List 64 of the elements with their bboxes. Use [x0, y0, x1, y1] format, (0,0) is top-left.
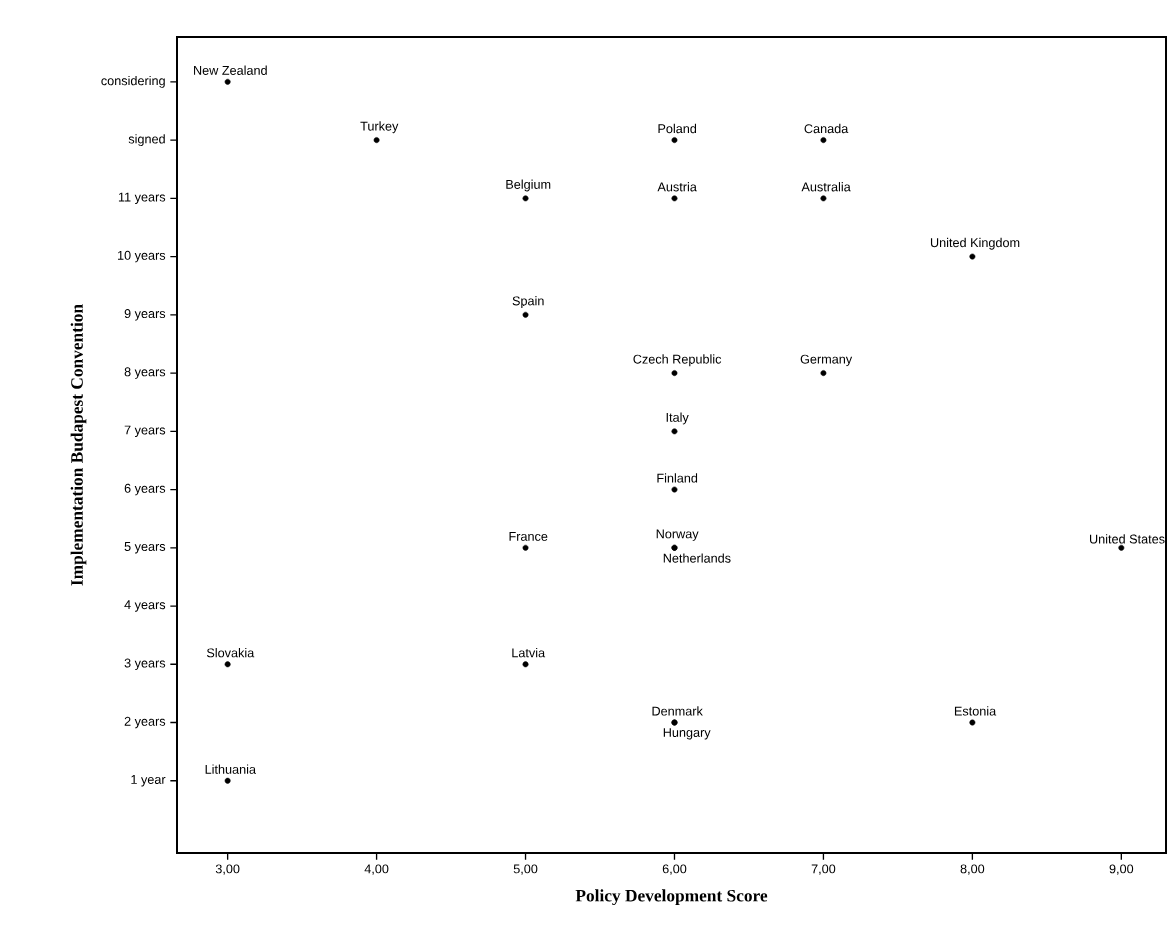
point: [1118, 544, 1125, 551]
annotation: Australia: [801, 182, 851, 192]
point: [522, 195, 529, 202]
x-tick-label: 4,00: [364, 864, 389, 875]
annotation: Estonia: [954, 706, 997, 716]
y-tick-label: 4 years: [124, 600, 166, 612]
point: [671, 486, 678, 493]
point: [522, 661, 529, 668]
point: [224, 78, 231, 85]
annotation: Lithuania: [205, 764, 257, 774]
annotation: Austria: [657, 182, 697, 192]
point: [373, 137, 380, 144]
x-tick-label: 9,00: [1109, 864, 1134, 875]
annotation: Italy: [666, 412, 689, 425]
point: [522, 311, 529, 318]
y-tick-label: 9 years: [124, 309, 166, 321]
y-tick-label: 3 years: [124, 658, 166, 671]
x-tick-label: 8,00: [960, 864, 985, 875]
annotation: Poland: [658, 123, 697, 134]
x-tick-label: 3,00: [215, 864, 240, 875]
point: [969, 719, 976, 726]
annotation: New Zealand: [194, 65, 267, 75]
point: [522, 544, 529, 551]
annotation: Latvia: [512, 648, 546, 658]
annotation: Norway: [656, 529, 699, 541]
annotation: France: [509, 532, 548, 541]
y-tick-label: 7 years: [124, 425, 166, 437]
y-tick-label: 6 years: [124, 483, 166, 496]
y-axis-title: Implementation Budapest Convention: [70, 304, 87, 586]
annotation: Netherlands: [663, 553, 731, 563]
annotation: Czech Republic: [633, 354, 722, 367]
point: [224, 661, 231, 668]
x-tick-label: 6,00: [662, 864, 687, 875]
annotation: Canada: [804, 123, 849, 134]
annotation: Germany: [800, 354, 853, 367]
y-tick-label: 5 years: [124, 542, 166, 554]
annotation: Turkey: [360, 121, 399, 134]
annotation: Hungary: [663, 728, 711, 740]
point: [820, 370, 827, 376]
point: [671, 370, 678, 376]
x-axis-title: Policy Development Score: [575, 889, 768, 906]
point: [820, 195, 827, 202]
point: [671, 428, 678, 435]
annotation: United States: [1090, 534, 1165, 544]
y-tick-label: 2 years: [124, 716, 166, 729]
point: [224, 777, 231, 784]
annotation: Slovakia: [206, 648, 255, 658]
y-tick-label: considering: [101, 75, 165, 88]
y-tick-label: 8 years: [124, 367, 166, 379]
annotation: Finland: [657, 473, 698, 483]
point: [820, 137, 827, 144]
x-tick-label: 7,00: [811, 864, 836, 875]
y-tick-label: signed: [128, 134, 165, 146]
point: [671, 137, 678, 144]
x-tick-label: 5,00: [513, 864, 538, 875]
annotation: Spain: [512, 296, 544, 308]
annotation: Denmark: [652, 706, 703, 716]
y-tick-label: 11 years: [118, 192, 166, 205]
y-tick-label: 10 years: [118, 250, 166, 263]
point: [969, 253, 976, 260]
annotation: United Kingdom: [930, 237, 1020, 250]
y-tick-label: 1 year: [131, 775, 166, 787]
point: [671, 195, 678, 202]
annotation: Belgium: [506, 179, 551, 192]
